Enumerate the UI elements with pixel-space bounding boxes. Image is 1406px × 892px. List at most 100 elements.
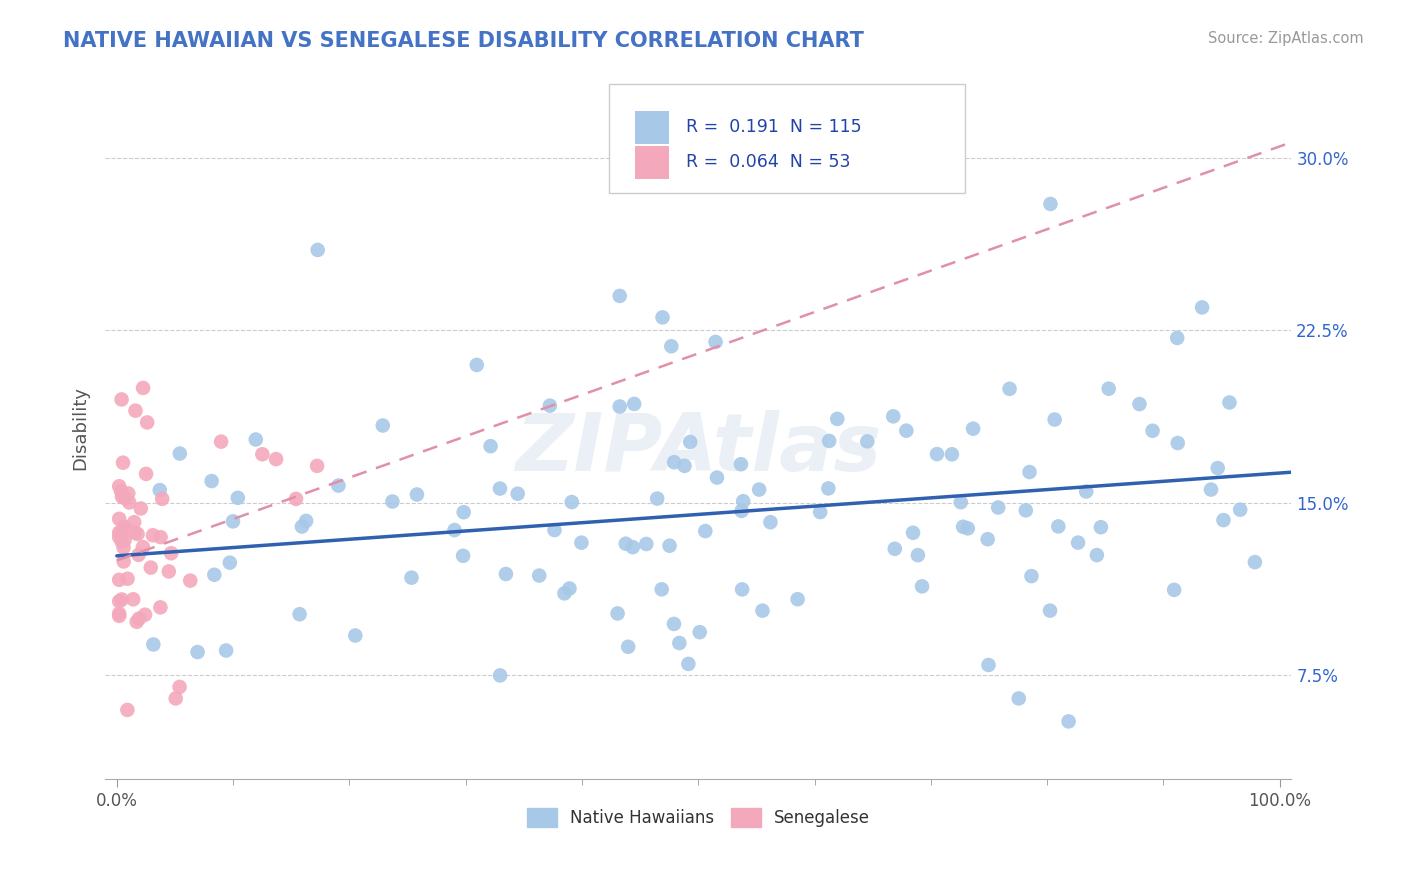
Point bbox=[896, 424, 918, 438]
Point bbox=[558, 582, 581, 596]
Point bbox=[529, 568, 551, 582]
Point bbox=[786, 592, 808, 607]
Point bbox=[291, 519, 314, 533]
Point bbox=[112, 520, 135, 534]
Point bbox=[443, 523, 465, 537]
Point bbox=[202, 567, 225, 582]
Point bbox=[169, 680, 191, 694]
Point bbox=[344, 628, 367, 642]
Point bbox=[621, 540, 644, 554]
Point bbox=[1229, 502, 1251, 516]
Point bbox=[179, 574, 201, 588]
Point bbox=[201, 474, 224, 488]
Point bbox=[1039, 604, 1062, 618]
Point bbox=[108, 608, 131, 623]
Point bbox=[733, 494, 755, 508]
Text: NATIVE HAWAIIAN VS SENEGALESE DISABILITY CORRELATION CHART: NATIVE HAWAIIAN VS SENEGALESE DISABILITY… bbox=[63, 31, 865, 51]
Point bbox=[695, 524, 717, 538]
Text: ZIPAtlas: ZIPAtlas bbox=[515, 410, 882, 488]
Point bbox=[134, 607, 156, 622]
Point bbox=[108, 479, 131, 493]
Point bbox=[149, 530, 172, 544]
Point bbox=[381, 494, 404, 508]
Point bbox=[1085, 548, 1108, 562]
Point bbox=[662, 455, 685, 469]
Point bbox=[328, 478, 350, 492]
Point bbox=[117, 703, 139, 717]
Point bbox=[108, 525, 131, 540]
Point bbox=[538, 399, 561, 413]
Point bbox=[108, 594, 131, 608]
Point bbox=[264, 452, 287, 467]
Point bbox=[132, 381, 155, 395]
Point bbox=[169, 446, 191, 460]
Point bbox=[614, 537, 637, 551]
Point bbox=[1008, 691, 1031, 706]
FancyBboxPatch shape bbox=[609, 85, 965, 194]
Point bbox=[218, 556, 240, 570]
Point bbox=[108, 512, 131, 526]
Point bbox=[1166, 331, 1188, 345]
Point bbox=[609, 289, 631, 303]
Point bbox=[401, 571, 423, 585]
Point bbox=[215, 643, 238, 657]
Point bbox=[122, 592, 145, 607]
Point bbox=[662, 616, 685, 631]
Point bbox=[127, 527, 149, 541]
Point bbox=[117, 486, 139, 500]
Text: R =  0.064  N = 53: R = 0.064 N = 53 bbox=[686, 153, 851, 171]
Point bbox=[977, 658, 1000, 673]
Point bbox=[129, 501, 152, 516]
Point bbox=[111, 592, 134, 607]
Point bbox=[1018, 465, 1040, 479]
Point bbox=[636, 537, 658, 551]
Point bbox=[112, 541, 135, 555]
Point bbox=[187, 645, 209, 659]
Point bbox=[406, 487, 429, 501]
Point bbox=[157, 565, 180, 579]
Point bbox=[1142, 424, 1164, 438]
Point bbox=[659, 339, 682, 353]
Point bbox=[998, 382, 1021, 396]
FancyBboxPatch shape bbox=[636, 145, 669, 179]
Point bbox=[623, 397, 645, 411]
Point bbox=[465, 358, 488, 372]
Point bbox=[506, 486, 529, 500]
Point bbox=[110, 392, 132, 407]
Point bbox=[111, 456, 134, 470]
Point bbox=[882, 409, 904, 424]
FancyBboxPatch shape bbox=[636, 111, 669, 145]
Point bbox=[730, 457, 752, 471]
Point bbox=[479, 439, 502, 453]
Point bbox=[128, 548, 150, 562]
Point bbox=[111, 490, 134, 504]
Point bbox=[941, 447, 963, 461]
Point bbox=[987, 500, 1010, 515]
Point bbox=[1015, 503, 1038, 517]
Point bbox=[962, 422, 984, 436]
Point bbox=[883, 541, 905, 556]
Point bbox=[1098, 382, 1121, 396]
Y-axis label: Disability: Disability bbox=[72, 386, 89, 470]
Point bbox=[114, 533, 136, 548]
Point bbox=[149, 600, 172, 615]
Point bbox=[135, 467, 157, 481]
Point bbox=[451, 549, 474, 563]
Point bbox=[136, 416, 159, 430]
Point bbox=[704, 334, 727, 349]
Point bbox=[609, 400, 631, 414]
Text: Source: ZipAtlas.com: Source: ZipAtlas.com bbox=[1208, 31, 1364, 46]
Point bbox=[1021, 569, 1043, 583]
Point bbox=[651, 310, 673, 325]
Point bbox=[111, 522, 134, 536]
Point bbox=[371, 418, 394, 433]
Point bbox=[160, 546, 183, 560]
Point bbox=[150, 491, 173, 506]
Point bbox=[1244, 555, 1267, 569]
Point bbox=[495, 566, 517, 581]
Text: R =  0.191  N = 115: R = 0.191 N = 115 bbox=[686, 119, 862, 136]
Point bbox=[139, 560, 162, 574]
Point bbox=[706, 470, 728, 484]
Point bbox=[561, 495, 583, 509]
Point bbox=[1206, 461, 1229, 475]
